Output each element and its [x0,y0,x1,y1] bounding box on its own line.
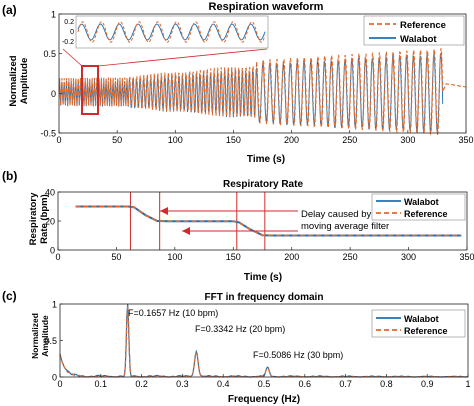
panel-b-ylabel-line2: Rate (bpm) [39,194,50,244]
panel-c-ytick-label: 0 [52,373,57,383]
panel-b-xtick-label: 0 [55,252,60,262]
annotation-arrowhead-1 [160,207,168,215]
panel-a-xtick-label: 300 [400,135,415,145]
panel-a-ylabel-line2: Amplitude [19,58,30,104]
panel-b-xtick-label: 150 [226,252,241,262]
panel-a-ytick-label: 0 [51,89,56,99]
panel-c-xtick-label: 0.6 [299,379,312,389]
panel-b-xtick-label: 300 [401,252,416,262]
panel-b-ticks: 0 50 100 150 200 250 300 350 0 20 40 [45,188,474,263]
panel-c-legend-reference-label: Reference [404,326,448,336]
panel-a-xtick-label: 50 [112,135,122,145]
panel-b-ylabel-line1: Respiratory [28,192,39,246]
panel-a-xtick-label: 100 [168,135,183,145]
reference-rate-line [75,205,462,237]
panel-c-xtick-label: 0.4 [217,379,230,389]
inset-reference-line [77,21,266,43]
panel-a-xtick-label: 200 [284,135,299,145]
panel-c-xtick-label: 0.3 [176,379,189,389]
peak-label-1: F=0.1657 Hz (10 bpm) [128,308,218,318]
panel-a-xtick-label: 250 [342,135,357,145]
panel-a: (a) Respiration waveform Normalized Ampl… [2,1,474,165]
panel-a-ytick-label: 1 [51,10,56,20]
panel-a-legend-box [363,15,465,46]
panel-c-label: (c) [2,289,17,303]
panel-a-ylabel: Normalized Amplitude [8,55,30,106]
panel-c-xtick-label: 0.9 [421,379,434,389]
panel-a-xlabel: Time (s) [247,154,285,165]
panel-b-title: Respiratory Rate [223,179,303,190]
panel-c-ylabel-line2: Amplitude [40,315,50,357]
panel-b-label: (b) [2,169,17,183]
panel-b-xlabel: Time (s) [244,272,282,283]
panel-c-xlabel: Frequency (Hz) [228,394,300,405]
panel-b-ytick-label: 20 [45,217,55,227]
panel-a-label: (a) [2,3,17,17]
panel-b-xtick-label: 200 [284,252,299,262]
inset-ytick-3: -0.2 [62,39,74,46]
annotation-text-line2: moving average filter [301,221,389,232]
inset-ytick-1: 0.2 [64,19,74,26]
panel-a-ticks: 0 50 100 150 200 250 300 350-0.500.51 [40,10,473,146]
panel-c-ylabel-line1: Normalized [30,313,40,359]
panel-a-axes-box [58,13,467,134]
panel-c-legend: Walabot Reference [371,309,466,338]
panel-c-ylabel: Normalized Amplitude [30,313,50,359]
panel-c-title: FFT in frequency domain [205,292,324,303]
panel-a-legend-walabot-label: Walabot [400,34,437,45]
zoom-box [81,65,99,115]
annotation-arrowhead-2 [182,227,190,235]
panel-c-xtick-label: 0.2 [135,379,148,389]
panel-b-ylabel: Respiratory Rate (bpm) [28,192,50,246]
inset-data [77,21,266,43]
inset-ytick-2: 0 [70,29,74,36]
panel-b: (b) Respiratory Rate Respiratory Rate (b… [2,169,474,283]
panel-a-ylabel-line1: Normalized [8,55,19,106]
panel-b-xtick-label: 250 [343,252,358,262]
panel-c-ytick-label: 0.5 [44,336,57,346]
zoom-connector-right [97,48,268,67]
panel-c-xtick-label: 0 [57,379,62,389]
peak-label-3: F=0.5086 Hz (30 bpm) [253,350,343,360]
annotation-text-line1: Delay caused by [301,209,371,220]
panel-a-inset: 0.2 0 -0.2 [62,15,269,115]
panel-b-data [75,192,462,250]
panel-a-title: Respiration waveform [209,1,324,13]
panel-c: (c) FFT in frequency domain Normalized A… [2,289,471,405]
panel-b-xtick-label: 350 [459,252,474,262]
panel-a-xtick-label: 150 [226,135,241,145]
panel-c-legend-walabot-label: Walabot [404,314,439,324]
panel-c-legend-box [371,309,466,338]
panel-a-legend-reference-label: Reference [400,20,446,31]
panel-b-xtick-label: 50 [111,252,121,262]
panel-c-xtick-label: 1 [465,379,470,389]
panel-a-xtick-label: 0 [56,135,61,145]
panel-a-ytick-label: -0.5 [40,129,56,139]
panel-a-ytick-label: 0.5 [43,49,56,59]
panel-a-xtick-label: 350 [458,135,473,145]
panel-b-legend-box [371,193,466,221]
panel-c-xtick-label: 0.8 [380,379,393,389]
panel-b-ytick-label: 40 [45,188,55,198]
panel-c-ticks: 0 0.1 0.2 0.3 0.4 0.5 0.6 0.7 0.8 0.9 1 0 0.5 1 [44,300,470,390]
panel-b-legend: Walabot Reference [371,193,466,221]
panel-b-ytick-label: 0 [50,246,55,256]
panel-c-xtick-label: 0.1 [95,379,108,389]
panel-a-legend: Reference Walabot [363,15,465,46]
peak-label-2: F=0.3342 Hz (20 bpm) [195,324,285,334]
zoom-connector-left [62,48,83,67]
panel-b-xtick-label: 100 [167,252,182,262]
panel-c-xtick-label: 0.5 [258,379,271,389]
panel-c-xtick-label: 0.7 [339,379,352,389]
panel-b-legend-walabot-label: Walabot [404,197,439,207]
panel-b-legend-reference-label: Reference [404,209,448,219]
panel-b-annotation: Delay caused by moving average filter [160,207,389,235]
reference-waveform-line [58,48,467,136]
panel-a-data [58,48,467,136]
panel-c-ytick-label: 1 [52,300,57,310]
